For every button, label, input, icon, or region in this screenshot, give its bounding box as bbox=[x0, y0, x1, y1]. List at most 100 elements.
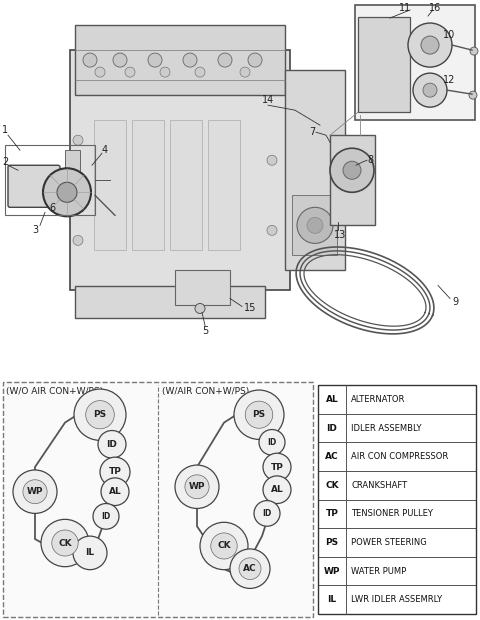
Text: 5: 5 bbox=[202, 326, 208, 335]
FancyBboxPatch shape bbox=[65, 150, 80, 205]
Circle shape bbox=[230, 549, 270, 588]
Circle shape bbox=[113, 53, 127, 67]
Text: ID: ID bbox=[326, 423, 337, 433]
Circle shape bbox=[259, 430, 285, 455]
Circle shape bbox=[343, 161, 361, 179]
Circle shape bbox=[52, 530, 78, 556]
FancyBboxPatch shape bbox=[94, 120, 126, 250]
Text: 2: 2 bbox=[2, 157, 8, 167]
Bar bbox=[5, 145, 95, 215]
Text: WATER PUMP: WATER PUMP bbox=[351, 567, 406, 575]
Text: 13: 13 bbox=[334, 231, 346, 241]
Circle shape bbox=[98, 430, 126, 458]
Bar bbox=[3, 382, 313, 617]
Circle shape bbox=[267, 225, 277, 236]
Bar bbox=[318, 557, 476, 585]
Circle shape bbox=[307, 218, 323, 233]
Text: CK: CK bbox=[325, 480, 339, 490]
FancyBboxPatch shape bbox=[358, 17, 410, 112]
Bar bbox=[318, 385, 476, 414]
Text: IL: IL bbox=[85, 548, 95, 557]
FancyBboxPatch shape bbox=[208, 120, 240, 250]
Circle shape bbox=[183, 53, 197, 67]
Bar bbox=[318, 500, 476, 528]
Circle shape bbox=[73, 135, 83, 145]
Circle shape bbox=[218, 53, 232, 67]
Text: 9: 9 bbox=[452, 298, 458, 308]
Text: 10: 10 bbox=[443, 30, 455, 40]
Circle shape bbox=[245, 401, 273, 428]
Text: 11: 11 bbox=[399, 3, 411, 13]
Bar bbox=[318, 528, 476, 557]
Bar bbox=[318, 385, 476, 614]
Circle shape bbox=[200, 522, 248, 570]
Text: AL: AL bbox=[271, 485, 283, 494]
Text: (W/O AIR CON+W/PS): (W/O AIR CON+W/PS) bbox=[6, 387, 103, 396]
Circle shape bbox=[240, 67, 250, 77]
Circle shape bbox=[421, 36, 439, 54]
Bar bbox=[318, 471, 476, 500]
Text: AL: AL bbox=[325, 395, 338, 404]
Text: 8: 8 bbox=[367, 155, 373, 166]
Circle shape bbox=[254, 500, 280, 526]
Circle shape bbox=[234, 390, 284, 440]
FancyBboxPatch shape bbox=[132, 120, 164, 250]
Circle shape bbox=[101, 478, 129, 505]
Bar bbox=[318, 414, 476, 442]
FancyBboxPatch shape bbox=[330, 135, 375, 225]
Circle shape bbox=[13, 470, 57, 513]
FancyBboxPatch shape bbox=[170, 120, 202, 250]
Text: LWR IDLER ASSEMRLY: LWR IDLER ASSEMRLY bbox=[351, 595, 442, 604]
Text: POWER STEERING: POWER STEERING bbox=[351, 538, 427, 547]
Bar bbox=[318, 442, 476, 471]
Circle shape bbox=[73, 536, 107, 570]
Circle shape bbox=[248, 53, 262, 67]
Text: 7: 7 bbox=[309, 127, 315, 137]
Text: WP: WP bbox=[324, 567, 340, 575]
Circle shape bbox=[148, 53, 162, 67]
Text: 6: 6 bbox=[49, 203, 55, 213]
Circle shape bbox=[211, 533, 237, 559]
Text: PS: PS bbox=[94, 410, 107, 419]
Text: AC: AC bbox=[243, 564, 257, 573]
Text: AIR CON COMPRESSOR: AIR CON COMPRESSOR bbox=[351, 452, 448, 461]
Circle shape bbox=[469, 91, 477, 99]
Text: IDLER ASSEMBLY: IDLER ASSEMBLY bbox=[351, 423, 421, 433]
Text: 4: 4 bbox=[102, 145, 108, 155]
Text: CRANKSHAFT: CRANKSHAFT bbox=[351, 480, 407, 490]
Text: TP: TP bbox=[325, 510, 338, 518]
Circle shape bbox=[74, 389, 126, 440]
Text: PS: PS bbox=[325, 538, 338, 547]
Text: 15: 15 bbox=[244, 303, 256, 314]
Text: 14: 14 bbox=[262, 95, 274, 105]
Text: (W/AIR CON+W/PS): (W/AIR CON+W/PS) bbox=[162, 387, 249, 396]
Circle shape bbox=[297, 207, 333, 244]
Text: TP: TP bbox=[108, 467, 121, 476]
Circle shape bbox=[95, 67, 105, 77]
Circle shape bbox=[470, 47, 478, 55]
Circle shape bbox=[263, 453, 291, 481]
Circle shape bbox=[267, 155, 277, 166]
FancyBboxPatch shape bbox=[8, 166, 60, 207]
FancyBboxPatch shape bbox=[75, 286, 265, 319]
Text: WP: WP bbox=[189, 482, 205, 491]
Text: ALTERNATOR: ALTERNATOR bbox=[351, 395, 406, 404]
Circle shape bbox=[160, 67, 170, 77]
Circle shape bbox=[73, 236, 83, 246]
Text: ID: ID bbox=[107, 440, 118, 449]
Circle shape bbox=[86, 401, 114, 429]
Circle shape bbox=[195, 67, 205, 77]
Circle shape bbox=[263, 476, 291, 503]
Text: AL: AL bbox=[108, 487, 121, 496]
Text: 1: 1 bbox=[2, 125, 8, 135]
Bar bbox=[318, 585, 476, 614]
FancyBboxPatch shape bbox=[175, 270, 230, 306]
Circle shape bbox=[41, 520, 89, 567]
Text: PS: PS bbox=[252, 410, 265, 419]
Text: TENSIONER PULLEY: TENSIONER PULLEY bbox=[351, 510, 433, 518]
Text: ID: ID bbox=[101, 512, 110, 521]
Circle shape bbox=[57, 182, 77, 202]
Circle shape bbox=[125, 67, 135, 77]
Circle shape bbox=[413, 73, 447, 107]
FancyBboxPatch shape bbox=[355, 5, 475, 120]
